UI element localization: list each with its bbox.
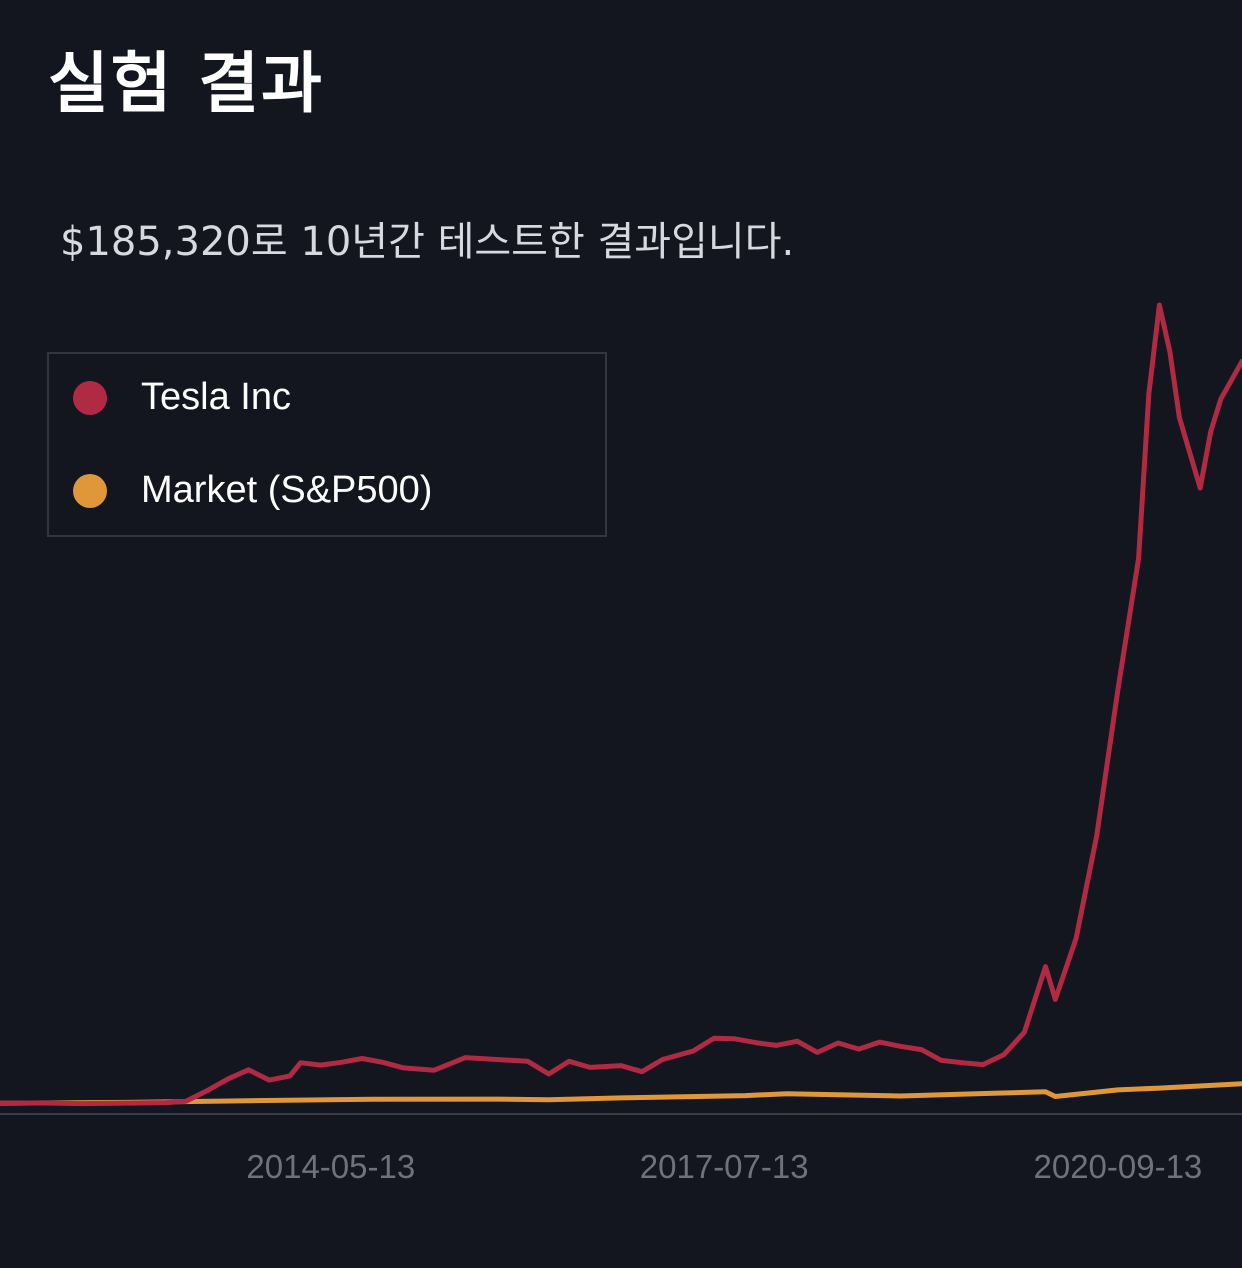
series-line-market xyxy=(0,1081,1242,1106)
legend-dot-market xyxy=(73,473,107,508)
legend-item-market[interactable]: Market (S&P500) xyxy=(73,469,432,512)
legend-item-tesla[interactable]: Tesla Inc xyxy=(73,376,291,419)
x-tick-label: 2014-05-13 xyxy=(246,1148,415,1185)
page-title: 실험 결과 xyxy=(48,45,324,122)
legend-label-tesla: Tesla Inc xyxy=(141,376,291,418)
results-subtitle: $185,320로 10년간 테스트한 결과입니다. xyxy=(60,219,795,265)
chart-legend: Tesla Inc Market (S&P500) xyxy=(47,352,607,537)
x-tick-label: 2017-07-13 xyxy=(640,1148,809,1185)
series-line-tesla xyxy=(0,302,1242,1107)
legend-dot-tesla xyxy=(73,380,107,415)
x-tick-label: 2020-09-13 xyxy=(1033,1148,1202,1185)
legend-label-market: Market (S&P500) xyxy=(141,469,433,511)
